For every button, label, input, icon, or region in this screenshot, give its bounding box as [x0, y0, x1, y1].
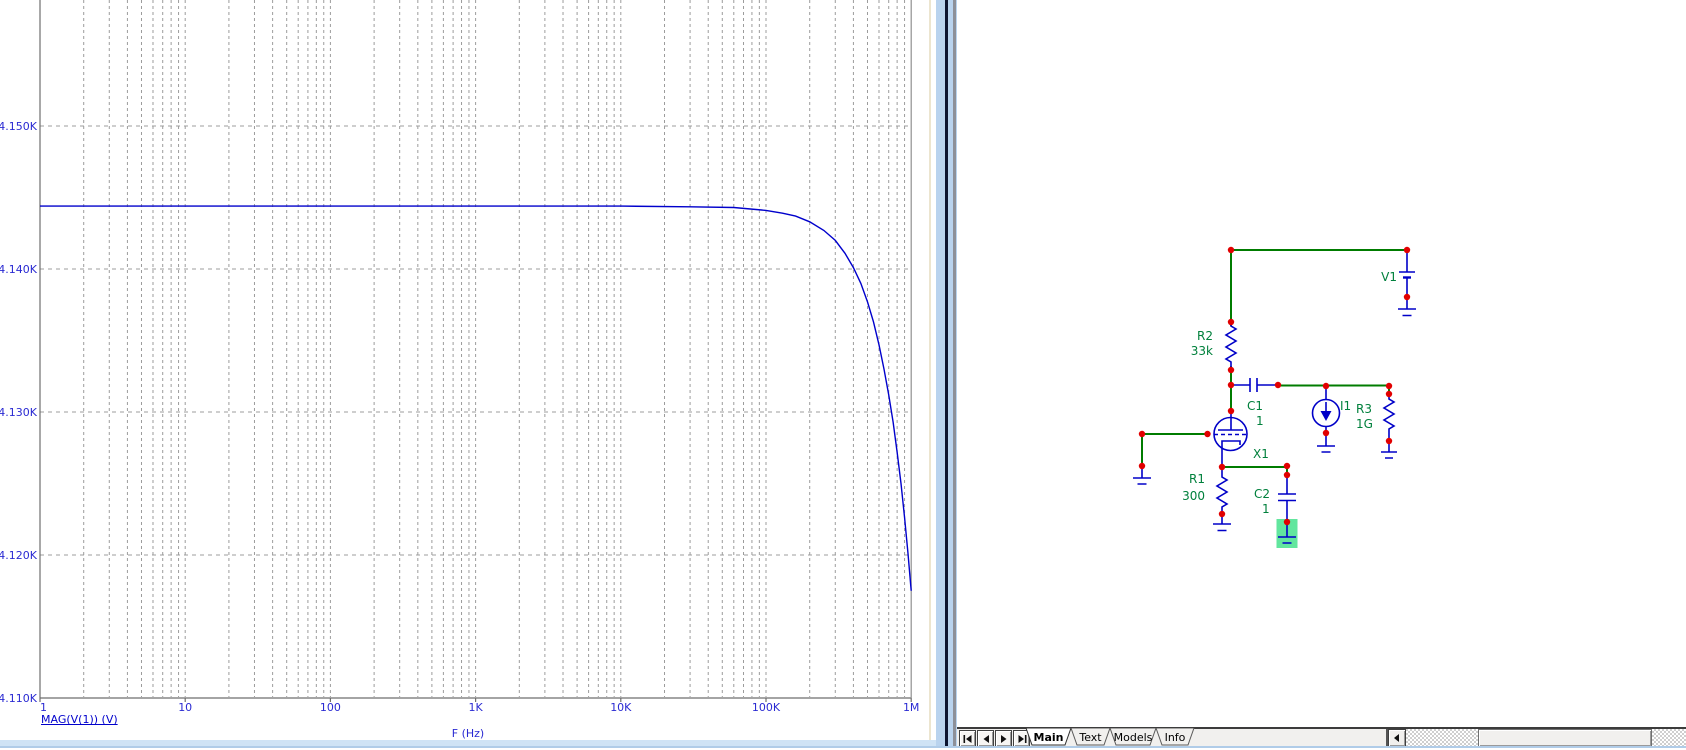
value-r3[interactable]: 1G — [1356, 417, 1373, 431]
label-r1[interactable]: R1 — [1189, 472, 1205, 486]
tab-info[interactable]: Info — [1155, 728, 1195, 746]
x-tick-label: 1K — [468, 701, 483, 714]
label-c2[interactable]: C2 — [1254, 487, 1270, 501]
component-c1-capacitor[interactable] — [1231, 378, 1278, 392]
x-axis-title: F (Hz) — [451, 727, 485, 740]
value-r1[interactable]: 300 — [1182, 489, 1205, 503]
junction-dot — [1274, 381, 1282, 389]
trace-label-link[interactable]: MAG(V(1)) (V) — [41, 713, 118, 726]
junction-dot — [1385, 437, 1393, 445]
junction-dot — [1385, 390, 1393, 398]
value-r2[interactable]: 33k — [1191, 344, 1213, 358]
component-x1-tube[interactable] — [1213, 411, 1248, 467]
tab-text[interactable]: Text — [1070, 728, 1111, 746]
junction-dot — [1138, 462, 1146, 470]
sheet-tabs: Main Text Models Info — [1025, 728, 1195, 746]
wires[interactable] — [1141, 249, 1407, 475]
x-tick-label: 100K — [752, 701, 781, 714]
junction-dot — [1403, 246, 1411, 254]
splitter-dark-line — [945, 0, 948, 748]
horizontal-scrollbar[interactable] — [1388, 729, 1686, 747]
x-tick-label: 1M — [903, 701, 920, 714]
schematic-panel[interactable] — [957, 0, 1686, 748]
x-tick-label: 10 — [178, 701, 192, 714]
junction-dot — [1403, 293, 1411, 301]
statusbar-top-border — [957, 727, 1686, 729]
label-x1[interactable]: X1 — [1253, 447, 1269, 461]
bode-plot: 1 10 100 1K 10K 100K 1M 4.150K 4.140K 4.130K 4.120… — [0, 0, 919, 714]
x-tick-label: 100 — [320, 701, 341, 714]
component-i1-current-source[interactable] — [1311, 386, 1341, 433]
component-r1-resistor[interactable] — [1215, 467, 1229, 514]
junction-dot — [1227, 366, 1235, 374]
junction-dot — [1283, 518, 1291, 526]
label-r2[interactable]: R2 — [1197, 329, 1213, 343]
value-c1[interactable]: 1 — [1256, 414, 1264, 428]
component-r3-resistor[interactable] — [1382, 394, 1396, 441]
plot-bottom-strip — [0, 740, 936, 748]
junction-dot — [1227, 407, 1235, 415]
prev-arrow-icon — [983, 734, 989, 743]
panel-splitter[interactable] — [936, 0, 957, 748]
junction-dot — [1385, 382, 1393, 390]
tab-nav-first-button[interactable] — [959, 730, 976, 747]
tab-nav-prev-button[interactable] — [977, 730, 994, 747]
y-tick-label: 4.130K — [0, 406, 38, 419]
junction-dot — [1138, 430, 1146, 438]
y-tick-label: 4.150K — [0, 120, 38, 133]
y-tick-label: 4.120K — [0, 549, 38, 562]
plot-panel: 1 10 100 1K 10K 100K 1M 4.150K 4.140K 4.130K 4.120… — [0, 0, 920, 740]
scroll-left-arrow-icon — [1394, 734, 1399, 742]
first-arrow-icon — [963, 734, 971, 743]
junction-dot — [1218, 463, 1226, 471]
junction-dot — [1283, 462, 1291, 470]
tab-label: Models — [1114, 731, 1153, 744]
x-tick-label: 10K — [610, 701, 632, 714]
junction-dot — [1218, 510, 1226, 518]
junction-dot — [1227, 381, 1235, 389]
next-arrow-icon — [1000, 734, 1006, 743]
tab-label: Info — [1165, 731, 1186, 744]
scroll-left-button[interactable] — [1388, 729, 1406, 747]
junction-dot — [1322, 382, 1330, 390]
trace-mag-v1 — [40, 205, 912, 591]
tab-main[interactable]: Main — [1025, 728, 1072, 746]
label-c1[interactable]: C1 — [1247, 399, 1263, 413]
window-bottom-edge — [0, 746, 1686, 748]
junction-dot — [1322, 429, 1330, 437]
y-tick-label: 4.140K — [0, 263, 38, 276]
plot-panel-edge — [929, 0, 931, 740]
y-tick-label: 4.110K — [0, 692, 38, 705]
junction-dots — [1138, 246, 1411, 526]
component-c2-capacitor[interactable] — [1278, 475, 1296, 522]
junction-dot — [1227, 246, 1235, 254]
junction-dot — [1283, 471, 1291, 479]
label-r3[interactable]: R3 — [1356, 402, 1372, 416]
splitter-gray-line — [953, 0, 956, 748]
value-c2[interactable]: 1 — [1262, 502, 1270, 516]
junction-dot — [1227, 318, 1235, 326]
label-i1[interactable]: I1 — [1340, 399, 1351, 413]
x-tick-label: 1 — [40, 701, 47, 714]
component-r2-resistor[interactable] — [1224, 322, 1238, 370]
tab-models[interactable]: Models — [1109, 728, 1157, 746]
label-v1[interactable]: V1 — [1381, 270, 1397, 284]
last-arrow-icon — [1018, 734, 1026, 743]
junction-dot — [1204, 430, 1211, 438]
axes: 1 10 100 1K 10K 100K 1M 4.150K 4.140K 4.130K 4.120… — [0, 0, 919, 714]
tab-label: Main — [1034, 731, 1064, 744]
grid — [40, 0, 912, 697]
component-v1-battery[interactable] — [1399, 250, 1415, 297]
scrollbar-thumb[interactable] — [1478, 729, 1652, 747]
tab-label: Text — [1078, 731, 1102, 744]
